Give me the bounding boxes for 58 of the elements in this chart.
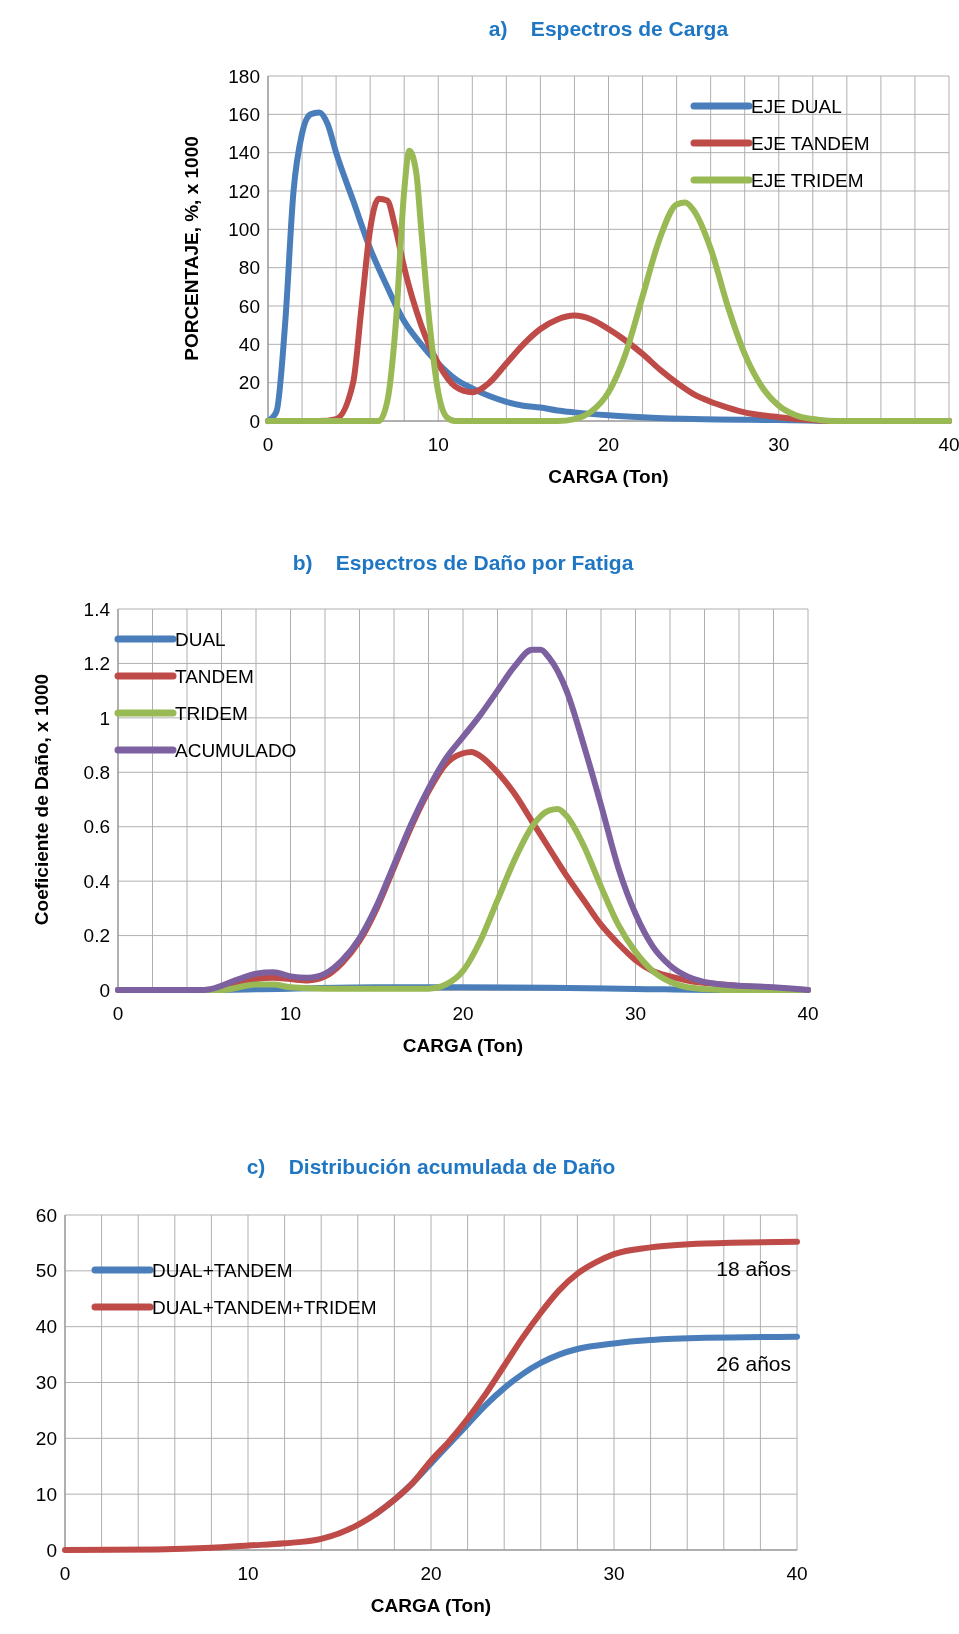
y-tick-label: 0.6 xyxy=(83,816,110,838)
y-tick-label: 1 xyxy=(99,707,110,729)
y-tick-label: 0 xyxy=(99,979,110,1001)
chart-title: a) Espectros de Carga xyxy=(488,17,729,40)
legend-label: TANDEM xyxy=(175,665,254,687)
x-tick-label: 20 xyxy=(420,1563,442,1584)
x-axis-title: CARGA (Ton) xyxy=(370,1595,492,1616)
x-axis-title: CARGA (Ton) xyxy=(402,1035,524,1056)
legend-label: EJE TANDEM xyxy=(751,132,870,154)
y-tick-label: 40 xyxy=(238,333,260,355)
x-tick-label: 0 xyxy=(59,1563,71,1584)
x-axis-title: CARGA (Ton) xyxy=(548,466,669,487)
y-tick-label: 0 xyxy=(46,1539,57,1561)
legend-label: EJE DUAL xyxy=(751,95,842,117)
y-tick-label: 0.4 xyxy=(83,870,111,892)
legend-label: DUAL+TANDEM+TRIDEM xyxy=(152,1296,377,1318)
y-tick-label: 0.8 xyxy=(83,761,110,783)
y-tick-label: 0 xyxy=(249,410,260,432)
y-tick-label: 30 xyxy=(35,1372,57,1394)
chart-title: c) Distribución acumulada de Daño xyxy=(246,1155,616,1178)
x-tick-label: 40 xyxy=(786,1563,808,1584)
x-tick-label: 0 xyxy=(262,434,274,455)
y-tick-label: 0.2 xyxy=(83,925,110,947)
y-tick-label: 100 xyxy=(228,218,260,240)
y-tick-label: 180 xyxy=(228,65,260,87)
y-tick-label: 1.4 xyxy=(83,598,111,620)
y-tick-label: 60 xyxy=(35,1204,57,1226)
y-tick-label: 140 xyxy=(228,142,260,164)
legend-label: TRIDEM xyxy=(175,702,248,724)
y-tick-label: 10 xyxy=(35,1483,57,1505)
y-tick-label: 50 xyxy=(35,1260,57,1282)
x-tick-label: 40 xyxy=(797,1003,819,1024)
y-axis-title: PORCENTAJE, %, x 1000 xyxy=(181,136,202,361)
x-tick-label: 20 xyxy=(597,434,620,455)
x-tick-label: 20 xyxy=(452,1003,474,1024)
chart-title: b) Espectros de Daño por Fatiga xyxy=(292,551,634,574)
y-tick-label: 160 xyxy=(228,103,260,125)
y-tick-label: 40 xyxy=(35,1316,57,1338)
y-tick-label: 120 xyxy=(228,180,260,202)
x-tick-label: 30 xyxy=(768,434,790,455)
x-tick-label: 30 xyxy=(624,1003,647,1024)
y-axis-title: Coeficiente de Daño, x 1000 xyxy=(31,673,52,926)
x-tick-label: 10 xyxy=(279,1003,302,1024)
y-tick-label: 20 xyxy=(35,1427,57,1449)
x-tick-label: 30 xyxy=(603,1563,625,1584)
annotation: 26 años xyxy=(716,1351,791,1375)
x-tick-label: 40 xyxy=(938,434,959,455)
y-tick-label: 1.2 xyxy=(83,653,110,675)
x-tick-label: 10 xyxy=(427,434,449,455)
annotation: 18 años xyxy=(716,1256,791,1280)
legend-label: ACUMULADO xyxy=(175,739,297,761)
legend-label: DUAL xyxy=(175,628,226,650)
x-tick-label: 0 xyxy=(112,1003,124,1024)
legend-label: EJE TRIDEM xyxy=(751,169,864,191)
y-tick-label: 20 xyxy=(238,372,260,394)
legend-label: DUAL+TANDEM xyxy=(152,1259,293,1281)
y-tick-label: 60 xyxy=(238,295,260,317)
y-tick-label: 80 xyxy=(238,257,260,279)
